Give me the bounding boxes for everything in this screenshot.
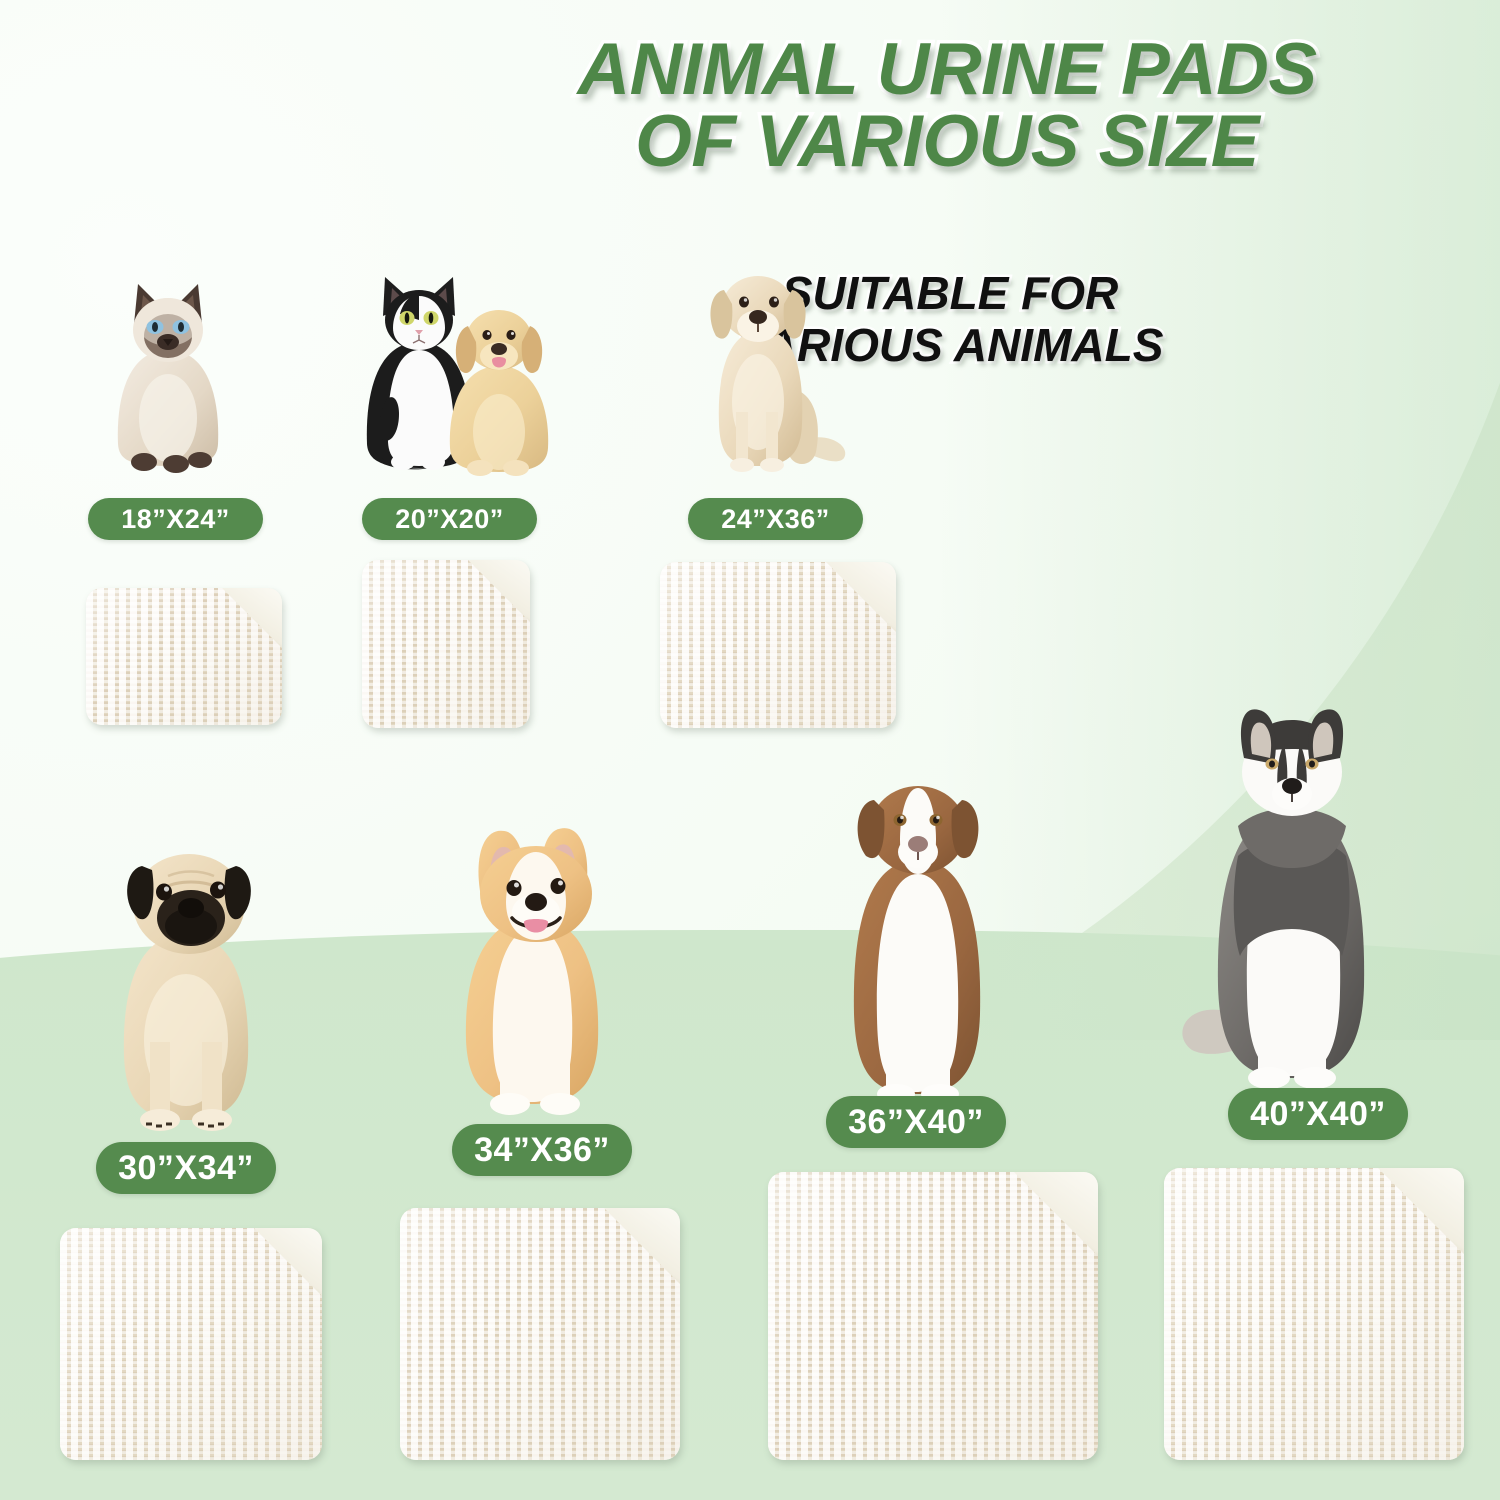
pad-34x36 <box>400 1208 680 1460</box>
pad-sheen <box>60 1228 322 1460</box>
pad-24x36 <box>660 562 896 728</box>
size-label-30x34[interactable]: 30”X34” <box>96 1142 276 1194</box>
animal-tuxedo-cat <box>355 272 483 478</box>
animal-pug <box>94 842 284 1138</box>
pad-20x20 <box>362 560 530 728</box>
animal-australian-shepherd <box>820 764 1016 1114</box>
pad-40x40 <box>1164 1168 1464 1460</box>
pad-sheen <box>86 588 282 725</box>
size-label-40x40[interactable]: 40”X40” <box>1228 1088 1408 1140</box>
size-label-36x40[interactable]: 36”X40” <box>826 1096 1006 1148</box>
background-right-tint <box>940 0 1500 1040</box>
pad-sheen <box>660 562 896 728</box>
animal-corgi <box>424 806 640 1124</box>
size-label-24x36[interactable]: 24”X36” <box>688 498 863 540</box>
animal-siamese-cat <box>104 278 232 478</box>
animal-tan-mixed-dog <box>692 262 852 480</box>
size-label-18x24[interactable]: 18”X24” <box>88 498 263 540</box>
size-label-20x20[interactable]: 20”X20” <box>362 498 537 540</box>
animal-labrador-puppy <box>440 292 558 478</box>
page-subtitle: SUITABLE FOR VARIOUS ANIMALS <box>734 265 1166 373</box>
pad-sheen <box>362 560 530 728</box>
pad-36x40 <box>768 1172 1098 1460</box>
pad-sheen <box>1164 1168 1464 1460</box>
page-title: ANIMAL URINE PADS OF VARIOUS SIZE <box>574 29 1321 183</box>
animal-siberian-husky <box>1178 706 1406 1098</box>
size-label-34x36[interactable]: 34”X36” <box>452 1124 632 1176</box>
pad-sheen <box>768 1172 1098 1460</box>
pad-18x24 <box>86 588 282 725</box>
pad-30x34 <box>60 1228 322 1460</box>
pad-sheen <box>400 1208 680 1460</box>
